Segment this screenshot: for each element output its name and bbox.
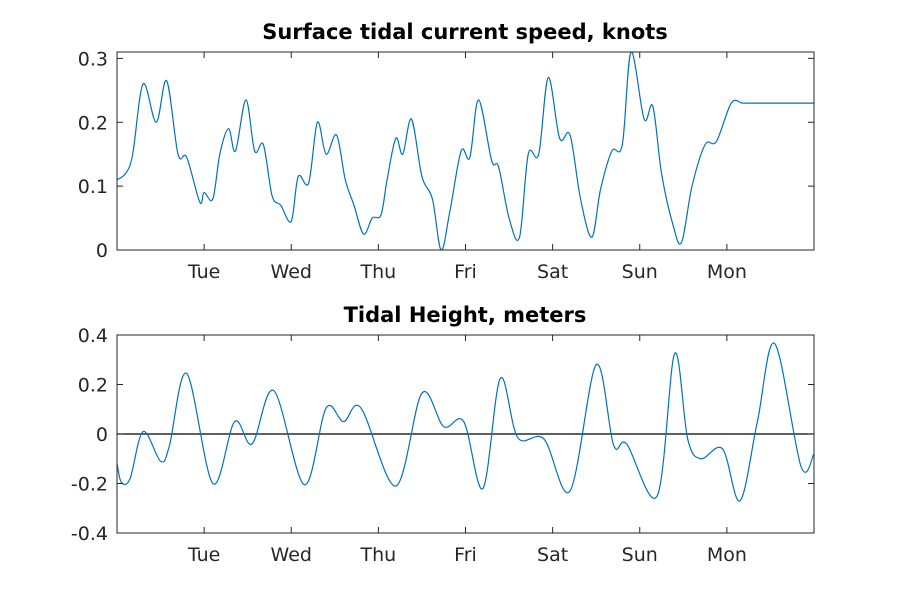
tidal-height-ytick-label: -0.2	[71, 474, 108, 496]
current-speed-ytick-label: 0.2	[78, 112, 108, 134]
tidal-height-xtick-label: Sat	[537, 544, 568, 566]
tidal-height-series-line	[117, 342, 814, 502]
current-speed-xtick-label: Sat	[537, 261, 568, 283]
tidal-height-panel: Tidal Height, meters -0.4 -0.2 0 0.2 0.4 Tue W…	[71, 303, 815, 566]
current-speed-xtick-label: Tue	[187, 261, 220, 283]
current-speed-panel: Surface tidal current speed, knots 0 0.1 0…	[78, 20, 815, 283]
tidal-height-ytick-label: 0.4	[78, 325, 108, 347]
tidal-height-xtick-label: Wed	[271, 544, 312, 566]
tidal-height-ytick-label: 0	[96, 424, 108, 446]
tidal-height-xtick-label: Mon	[707, 544, 747, 566]
current-speed-xtick-label: Thu	[360, 261, 397, 283]
tidal-height-xtick-label: Sun	[622, 544, 658, 566]
tidal-height-xtick-label: Thu	[360, 544, 397, 566]
tidal-height-xtick-label: Fri	[454, 544, 477, 566]
current-speed-ytick-label: 0.3	[78, 48, 108, 70]
current-speed-ytick-label: 0	[96, 240, 108, 262]
current-speed-ytick-label: 0.1	[78, 176, 108, 198]
current-speed-xtick-label: Sun	[622, 261, 658, 283]
current-speed-title: Surface tidal current speed, knots	[262, 20, 668, 44]
tidal-height-xtick-label: Tue	[187, 544, 220, 566]
current-speed-axes-box	[116, 51, 815, 251]
current-speed-series-line	[117, 52, 814, 250]
current-speed-xtick-label: Mon	[707, 261, 747, 283]
tidal-height-ytick-label: 0.2	[78, 375, 108, 397]
tidal-height-title: Tidal Height, meters	[344, 303, 587, 327]
current-speed-xtick-label: Fri	[454, 261, 477, 283]
tidal-height-ytick-label: -0.4	[71, 523, 108, 545]
current-speed-xtick-label: Wed	[271, 261, 312, 283]
